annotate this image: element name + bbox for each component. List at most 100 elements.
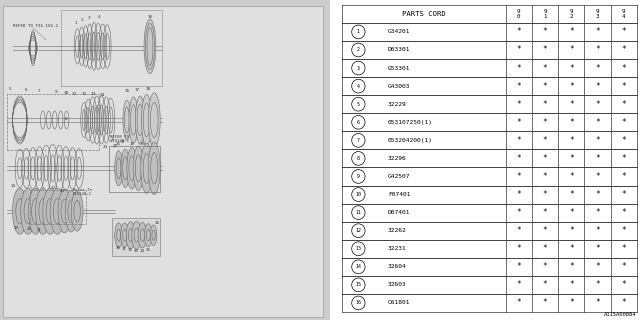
Text: *: * [569, 136, 573, 145]
Text: 32229: 32229 [388, 102, 406, 107]
Ellipse shape [132, 221, 141, 249]
Text: *: * [621, 299, 626, 308]
Text: 14: 14 [100, 93, 105, 97]
Ellipse shape [115, 151, 123, 186]
Ellipse shape [145, 224, 152, 247]
Text: 2: 2 [357, 47, 360, 52]
Bar [342, 23, 637, 41]
Text: *: * [516, 28, 521, 36]
Text: *: * [569, 64, 573, 73]
Text: *: * [569, 100, 573, 109]
Text: 10: 10 [63, 91, 68, 95]
Text: 20: 20 [27, 228, 32, 231]
Text: *: * [516, 262, 521, 271]
Text: G53301: G53301 [388, 66, 410, 70]
Bar [342, 294, 637, 312]
Text: 7: 7 [38, 89, 41, 93]
Text: *: * [569, 262, 573, 271]
Text: 11: 11 [355, 210, 362, 215]
Text: 26: 26 [116, 142, 121, 146]
Text: *: * [569, 226, 573, 235]
Text: *: * [569, 118, 573, 127]
Bar [342, 59, 637, 77]
Text: REFER TO FIG 156-2: REFER TO FIG 156-2 [13, 24, 58, 28]
Text: *: * [569, 154, 573, 163]
Text: *: * [516, 45, 521, 54]
Text: 22: 22 [50, 187, 55, 190]
Text: 5: 5 [8, 87, 12, 91]
Text: *: * [516, 82, 521, 91]
Bar [342, 149, 637, 167]
Bar [342, 240, 637, 258]
Ellipse shape [115, 223, 123, 247]
Text: *: * [516, 118, 521, 127]
Text: D07401: D07401 [388, 210, 410, 215]
Text: *: * [516, 244, 521, 253]
Ellipse shape [123, 100, 131, 140]
Text: 13: 13 [355, 246, 362, 251]
Text: *: * [595, 28, 600, 36]
Ellipse shape [65, 190, 77, 232]
Text: 15: 15 [355, 282, 362, 287]
Text: 32231: 32231 [388, 246, 406, 251]
Text: *: * [516, 208, 521, 217]
Text: 14: 14 [11, 184, 16, 188]
Text: 27: 27 [121, 140, 126, 144]
Text: *: * [595, 118, 600, 127]
Text: *: * [621, 172, 626, 181]
Text: *: * [569, 82, 573, 91]
Text: *: * [543, 299, 547, 308]
Text: *: * [621, 45, 626, 54]
Ellipse shape [133, 146, 144, 191]
Text: *: * [569, 299, 573, 308]
Text: 35: 35 [146, 248, 151, 252]
Text: 32296: 32296 [388, 156, 406, 161]
Ellipse shape [20, 188, 35, 234]
Text: 1: 1 [74, 21, 77, 25]
Text: *: * [516, 280, 521, 289]
Text: *: * [621, 154, 626, 163]
Ellipse shape [148, 142, 160, 195]
Text: 29: 29 [140, 142, 144, 146]
Text: *: * [569, 190, 573, 199]
Text: *: * [621, 82, 626, 91]
Text: 34: 34 [140, 249, 145, 252]
Text: *: * [569, 28, 573, 36]
Text: 9
1: 9 1 [543, 9, 547, 19]
Text: 2: 2 [81, 18, 84, 22]
Text: 5: 5 [357, 102, 360, 107]
Bar [342, 258, 637, 276]
Text: *: * [543, 28, 547, 36]
Text: 4: 4 [97, 15, 100, 19]
Text: *: * [621, 262, 626, 271]
Ellipse shape [120, 223, 129, 247]
Text: 30: 30 [116, 246, 121, 250]
Ellipse shape [58, 189, 71, 233]
Text: 17: 17 [134, 88, 140, 92]
Text: 11: 11 [72, 92, 77, 96]
Bar [342, 113, 637, 131]
Text: 19: 19 [14, 226, 19, 230]
Text: *: * [595, 82, 600, 91]
Text: A115A00084: A115A00084 [604, 312, 637, 317]
Ellipse shape [127, 148, 137, 189]
Text: 28: 28 [129, 142, 134, 146]
Ellipse shape [150, 225, 157, 245]
Text: F07401: F07401 [388, 192, 410, 197]
Text: *: * [543, 100, 547, 109]
Text: G42507: G42507 [388, 174, 410, 179]
Text: C61801: C61801 [388, 300, 410, 306]
Ellipse shape [144, 19, 156, 74]
Text: *: * [621, 208, 626, 217]
Text: 3: 3 [357, 66, 360, 70]
Text: *: * [543, 136, 547, 145]
Text: 16: 16 [154, 221, 159, 225]
Ellipse shape [138, 222, 147, 248]
Text: *: * [621, 64, 626, 73]
Text: *: * [543, 118, 547, 127]
Text: 9: 9 [357, 174, 360, 179]
Ellipse shape [43, 188, 58, 234]
Bar [342, 41, 637, 59]
Bar [342, 222, 637, 240]
Text: 13: 13 [90, 92, 95, 96]
